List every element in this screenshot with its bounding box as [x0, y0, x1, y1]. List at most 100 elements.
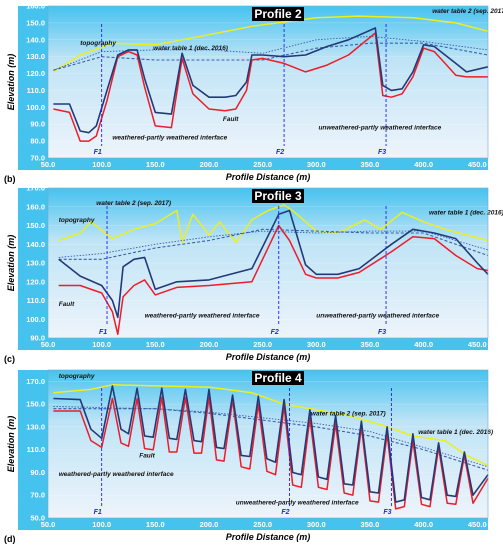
chart-panel-2: 90.0 100.0 110.0 120.0 130.0 140.0 150.0 160.0 1…	[4, 184, 503, 365]
series-weathered-partly-weathered-interface	[53, 32, 488, 142]
y-tick-label: 150.0	[26, 221, 45, 230]
y-tick-label: 110.0	[27, 445, 45, 454]
x-tick-label: 150.0	[146, 340, 165, 349]
x-tick-label: 250.0	[253, 340, 272, 349]
x-tick-label: 50.0	[41, 520, 56, 529]
annotation-label: topography	[59, 373, 95, 380]
annotation-label: Fault	[59, 301, 75, 308]
x-tick-label: 150.0	[146, 520, 165, 529]
x-tick-label: 150.0	[146, 160, 165, 169]
y-tick-label: 170.0	[26, 184, 45, 193]
x-axis-band	[48, 338, 488, 350]
x-tick-label: 250.0	[253, 520, 272, 529]
annotation-label: weathered-partly weathered interface	[112, 134, 227, 141]
annotation-label: unweathered-partly weathered interface	[236, 499, 359, 506]
x-tick-label: 300.0	[307, 340, 326, 349]
title-box	[252, 7, 304, 21]
y-axis-band	[18, 6, 48, 170]
y-axis-label: Elevation (m)	[6, 416, 16, 473]
x-tick-label: 450.0	[468, 160, 487, 169]
chart-title: Profile 2	[254, 7, 302, 21]
y-tick-label: 90.0	[30, 334, 45, 343]
annotation-label: water table 2 (sep. 2017)	[311, 411, 386, 418]
y-tick-label: 140.0	[26, 35, 45, 44]
fault-label: F1	[99, 329, 107, 336]
x-tick-label: 300.0	[307, 520, 326, 529]
y-tick-label: 160.0	[26, 2, 45, 11]
chart-panel-1: 70.0 80.0 90.0 100.0 110.0 120.0 130.0 140.0 150…	[4, 2, 503, 185]
panel-letter: (b)	[4, 174, 16, 184]
x-tick-label: 100.0	[92, 520, 111, 529]
x-axis-label: Profile Distance (m)	[226, 172, 311, 182]
x-axis-label: Profile Distance (m)	[226, 352, 311, 362]
series-water-table-2-sep-2017	[58, 230, 489, 258]
plot-area	[48, 6, 488, 158]
annotation-label: topography	[80, 40, 116, 47]
series-topography	[52, 15, 489, 73]
series-weathered-partly-weathered-interface	[58, 224, 489, 336]
y-tick-label: 70.0	[30, 154, 45, 163]
annotation-label: weathered-partly weathered interface	[145, 312, 260, 319]
y-tick-label: 110.0	[27, 296, 45, 305]
series-unweathered-partly-weathered-interface	[53, 385, 489, 503]
x-tick-label: 400.0	[414, 160, 433, 169]
y-tick-label: 90.0	[30, 120, 45, 129]
annotation-label: Fault	[139, 453, 155, 460]
series-water-table-2-sep-2017	[53, 35, 489, 71]
x-tick-label: 450.0	[468, 520, 487, 529]
series-topography	[53, 384, 489, 467]
chart-title: Profile 4	[254, 371, 302, 385]
x-tick-label: 300.0	[307, 160, 326, 169]
x-tick-label: 350.0	[361, 160, 380, 169]
fault-label: F2	[281, 509, 289, 516]
x-axis-band	[48, 518, 488, 530]
y-tick-label: 120.0	[26, 277, 45, 286]
annotation-label: water table 1 (dec. 2016)	[429, 209, 503, 216]
y-tick-label: 130.0	[26, 52, 45, 61]
fault-label: F2	[276, 149, 284, 156]
fault-label: F3	[383, 509, 391, 516]
series-water-table-2-sep-2017	[53, 405, 489, 468]
fault-label: F1	[94, 509, 102, 516]
series-water-table-1-dec-2016	[53, 408, 489, 471]
annotation-label: unweathered-partly weathered interface	[318, 124, 441, 131]
chart-panel-3: 50.070.090.0110.0130.0150.0170.050.070.0…	[4, 369, 493, 544]
annotation-label: water table 2 (sep. 2017)	[432, 8, 503, 15]
annotation-label: water table 1 (dec. 2016)	[153, 45, 228, 52]
y-tick-label: 90.0	[30, 468, 45, 477]
x-tick-label: 250.0	[253, 160, 272, 169]
y-tick-label: 130.0	[26, 422, 45, 431]
x-tick-label: 100.0	[92, 160, 111, 169]
y-axis-band	[18, 370, 48, 530]
x-tick-label: 50.0	[41, 160, 56, 169]
x-tick-label: 450.0	[468, 340, 487, 349]
y-tick-label: 110.0	[27, 86, 45, 95]
plot-border	[47, 369, 489, 519]
annotation-label: water table 1 (dec. 2016)	[418, 429, 493, 436]
y-tick-label: 70.0	[30, 491, 45, 500]
y-tick-label: 130.0	[26, 259, 45, 268]
panel-letter: (d)	[4, 534, 16, 544]
title-box	[252, 189, 304, 203]
fault-label: F3	[378, 329, 386, 336]
x-tick-label: 400.0	[414, 520, 433, 529]
x-tick-label: 50.0	[41, 340, 56, 349]
y-tick-label: 140.0	[26, 240, 45, 249]
y-tick-label: 150.0	[26, 400, 45, 409]
title-box	[252, 371, 304, 385]
annotation-label: weathered-partly weathered interface	[59, 471, 174, 478]
y-tick-label: 100.0	[26, 103, 45, 112]
series-topography	[58, 204, 489, 244]
x-tick-label: 200.0	[200, 160, 219, 169]
panel-letter: (c)	[4, 354, 15, 364]
plot-border	[47, 187, 489, 339]
y-tick-label: 150.0	[26, 18, 45, 27]
annotation-label: unweathered-partly weathered interface	[316, 312, 439, 319]
x-tick-label: 350.0	[361, 520, 380, 529]
fault-label: F2	[271, 329, 279, 336]
x-axis-label: Profile Distance (m)	[226, 532, 311, 542]
x-tick-label: 200.0	[200, 340, 219, 349]
x-axis-band	[48, 158, 488, 170]
annotation-label: topography	[59, 217, 95, 224]
